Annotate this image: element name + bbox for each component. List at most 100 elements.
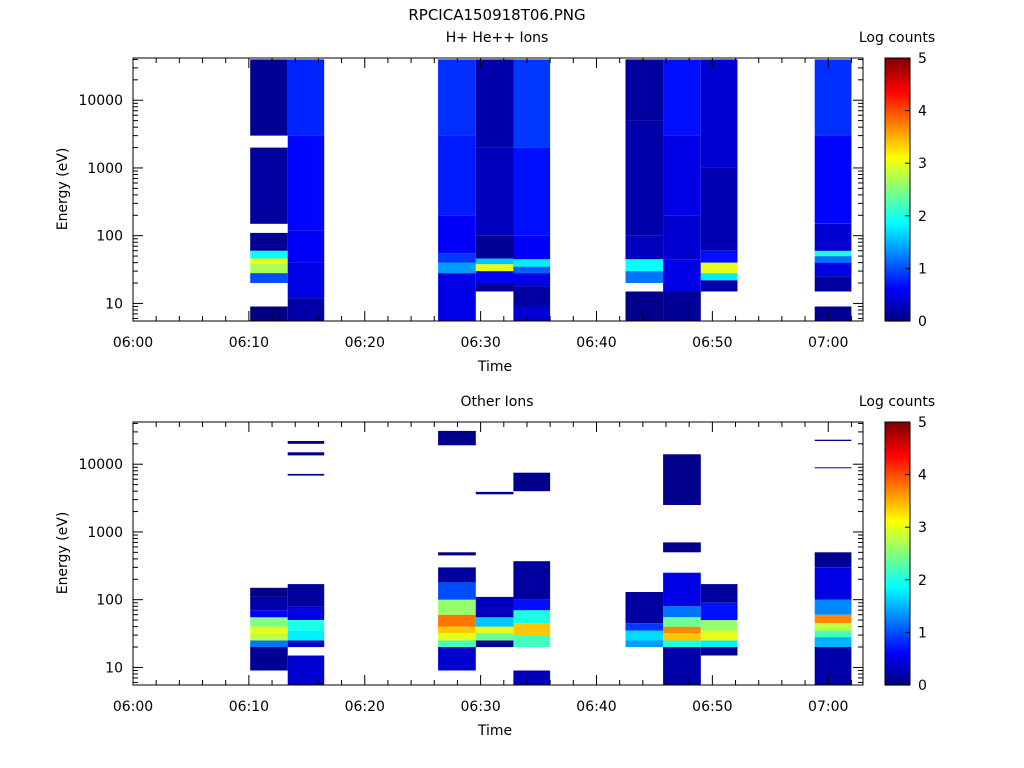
colorbar-segment bbox=[885, 171, 910, 175]
colorbar-segment bbox=[885, 268, 910, 272]
colorbar-segment bbox=[885, 616, 910, 620]
heatmap-cell bbox=[287, 298, 325, 321]
x-tick-label: 06:30 bbox=[460, 335, 500, 351]
colorbar-segment bbox=[885, 608, 910, 612]
colorbar-segment bbox=[885, 598, 910, 602]
heatmap-cell bbox=[814, 59, 852, 136]
colorbar-segment bbox=[885, 102, 910, 106]
heatmap-cell bbox=[663, 135, 701, 216]
colorbar-segment bbox=[885, 613, 910, 618]
colorbar-segment bbox=[885, 498, 910, 502]
x-tick-label: 06:10 bbox=[229, 699, 269, 715]
heatmap-cell bbox=[663, 454, 701, 505]
colorbar-segment bbox=[885, 624, 910, 628]
heatmap-cell bbox=[475, 147, 514, 236]
heatmap-cell bbox=[250, 587, 288, 597]
colorbar-segment bbox=[885, 129, 910, 133]
heatmap-cell bbox=[513, 472, 551, 492]
colorbar-segment bbox=[885, 313, 910, 317]
heatmap-cell bbox=[438, 614, 476, 627]
y-tick-label: 1000 bbox=[87, 161, 123, 177]
colorbar-segment bbox=[885, 142, 910, 146]
colorbar-segment bbox=[885, 490, 910, 494]
heatmap-cell bbox=[663, 215, 701, 260]
colorbar-segment bbox=[885, 429, 910, 434]
colorbar-segment bbox=[885, 461, 910, 465]
panel-title: H+ He++ Ions bbox=[446, 30, 549, 46]
colorbar-segment bbox=[885, 650, 910, 655]
heatmap-cell bbox=[513, 273, 551, 287]
heatmap-cell bbox=[625, 271, 664, 283]
x-tick-label: 07:00 bbox=[808, 335, 848, 351]
heatmap-cell bbox=[475, 59, 514, 148]
colorbar-segment bbox=[885, 292, 910, 296]
heatmap-cell bbox=[250, 250, 288, 259]
colorbar-segment bbox=[885, 194, 910, 198]
colorbar-segment bbox=[885, 443, 910, 447]
heatmap-cell bbox=[513, 561, 551, 600]
y-tick-label: 10000 bbox=[78, 93, 123, 109]
colorbar-segment bbox=[885, 197, 910, 201]
colorbar-segment bbox=[885, 493, 910, 497]
colorbar-segment bbox=[885, 453, 910, 457]
heatmap-cell bbox=[814, 439, 852, 441]
heatmap-cell bbox=[475, 283, 514, 292]
colorbar-segment bbox=[885, 569, 910, 573]
colorbar-segment bbox=[885, 294, 910, 298]
colorbar-segment bbox=[885, 307, 910, 312]
heatmap-cell bbox=[475, 626, 514, 634]
colorbar-segment bbox=[885, 286, 910, 291]
colorbar-segment bbox=[885, 263, 910, 267]
heatmap-cell bbox=[438, 567, 476, 583]
y-tick-label: 10000 bbox=[78, 457, 123, 473]
heatmap-cell bbox=[814, 599, 852, 615]
heatmap-cell bbox=[663, 633, 701, 641]
y-tick-label: 10 bbox=[105, 660, 123, 676]
colorbar-segment bbox=[885, 579, 910, 584]
colorbar-segment bbox=[885, 215, 910, 220]
heatmap-cell bbox=[814, 623, 852, 631]
heatmap-cell bbox=[663, 647, 701, 685]
colorbar-segment bbox=[885, 202, 910, 206]
colorbar-segment bbox=[885, 165, 910, 170]
heatmap-cell bbox=[700, 280, 738, 292]
colorbar-segment bbox=[885, 257, 910, 262]
colorbar-segment bbox=[885, 144, 910, 149]
colorbar-segment bbox=[885, 239, 910, 243]
colorbar-tick-label: 3 bbox=[918, 156, 927, 172]
heatmap-cell bbox=[438, 647, 476, 671]
heatmap-cell bbox=[814, 647, 852, 685]
colorbar-segment bbox=[885, 86, 910, 91]
colorbar-segment bbox=[885, 276, 910, 280]
colorbar-tick-label: 2 bbox=[918, 209, 927, 225]
heatmap-cell bbox=[475, 235, 514, 259]
colorbar-segment bbox=[885, 236, 910, 241]
colorbar-segment bbox=[885, 249, 910, 254]
colorbar-segment bbox=[885, 152, 910, 156]
colorbar-tick-label: 1 bbox=[918, 625, 927, 641]
colorbar-segment bbox=[885, 79, 910, 83]
colorbar-segment bbox=[885, 648, 910, 652]
colorbar-segment bbox=[885, 181, 910, 185]
heatmap-cell bbox=[287, 630, 325, 641]
colorbar-segment bbox=[885, 464, 910, 468]
colorbar-segment bbox=[885, 94, 910, 99]
x-tick-label: 06:30 bbox=[460, 699, 500, 715]
colorbar-segment bbox=[885, 435, 910, 439]
colorbar-segment bbox=[885, 205, 910, 209]
colorbar-segment bbox=[885, 571, 910, 576]
colorbar-segment bbox=[885, 60, 910, 64]
heatmap-cell bbox=[513, 147, 551, 236]
colorbar-segment bbox=[885, 653, 910, 657]
colorbar-segment bbox=[885, 471, 910, 476]
colorbar-segment bbox=[885, 81, 910, 85]
colorbar-segment bbox=[885, 65, 910, 70]
colorbar-segment bbox=[885, 71, 910, 75]
colorbar-segment bbox=[885, 542, 910, 547]
x-tick-label: 06:20 bbox=[345, 335, 385, 351]
heatmap-cell bbox=[513, 59, 551, 148]
heatmap-cell bbox=[287, 441, 325, 444]
colorbar-segment bbox=[885, 139, 910, 143]
colorbar-segment bbox=[885, 529, 910, 534]
colorbar-segment bbox=[885, 577, 910, 581]
